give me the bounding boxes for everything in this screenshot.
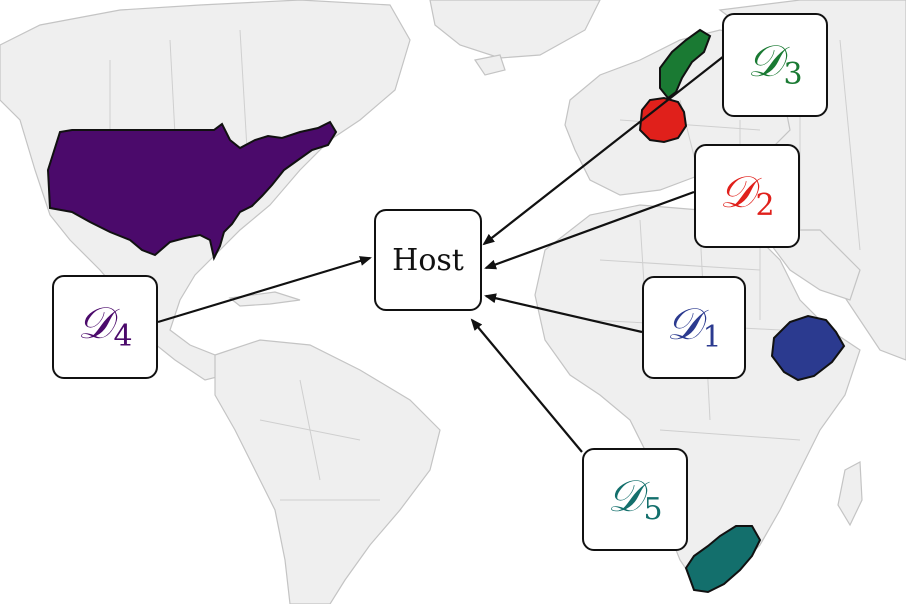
dataset-label-d4: 𝒟4 — [77, 298, 133, 354]
dataset-label-d1: 𝒟1 — [666, 298, 722, 355]
dataset-label-d2: 𝒟2 — [719, 167, 775, 223]
caribbean-shape — [228, 291, 301, 307]
dataset-label-d3: 𝒟3 — [747, 36, 803, 92]
host-label: Host — [392, 242, 464, 278]
edge-d2-host — [484, 190, 695, 270]
edge-d5-host — [470, 318, 583, 453]
host-node: Host — [374, 209, 482, 311]
sweden-region — [659, 28, 712, 100]
greenland-shape — [429, 0, 601, 59]
germany-region — [638, 96, 688, 144]
edge-d1-host — [484, 293, 643, 334]
dataset-node-d4: 𝒟4 — [52, 275, 158, 379]
edges — [157, 55, 725, 453]
edge-d4-host — [157, 256, 372, 324]
usa-region — [46, 120, 338, 261]
iceland-shape — [474, 54, 506, 76]
south-america-shape — [214, 339, 441, 604]
madagascar-shape — [837, 461, 863, 527]
edge-d3-host — [482, 55, 725, 246]
dataset-node-d1: 𝒟1 — [642, 276, 746, 379]
south-africa-region — [684, 525, 762, 594]
dataset-node-d2: 𝒟2 — [694, 144, 800, 248]
dataset-node-d3: 𝒟3 — [722, 13, 828, 117]
ethiopia-region — [770, 314, 846, 382]
dataset-node-d5: 𝒟5 — [582, 448, 688, 551]
dataset-label-d5: 𝒟5 — [607, 470, 663, 527]
